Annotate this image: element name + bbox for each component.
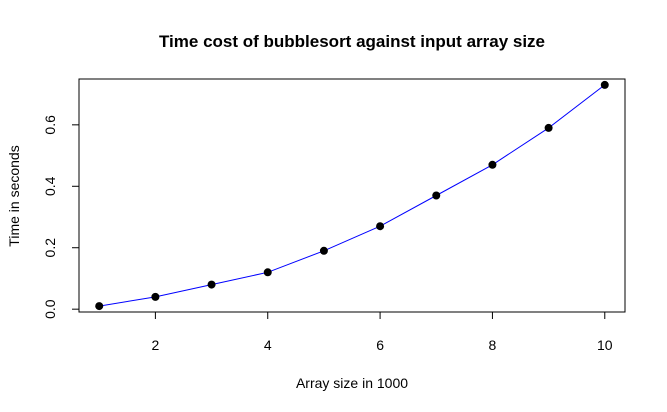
data-point bbox=[544, 123, 553, 132]
series-group bbox=[95, 80, 609, 311]
series-line bbox=[99, 84, 606, 307]
chart-title: Time cost of bubblesort against input ar… bbox=[159, 32, 545, 51]
data-point bbox=[95, 302, 104, 311]
data-point bbox=[207, 280, 216, 289]
data-point bbox=[488, 160, 497, 169]
x-tick-label: 2 bbox=[151, 337, 159, 353]
y-axis: 0.0 0.2 0.4 0.6 bbox=[42, 115, 80, 319]
data-point bbox=[376, 222, 385, 231]
data-point bbox=[432, 191, 441, 200]
x-tick-label: 10 bbox=[597, 337, 613, 353]
data-point bbox=[600, 80, 609, 89]
y-axis-label: Time in seconds bbox=[6, 145, 22, 246]
x-tick-label: 4 bbox=[264, 337, 272, 353]
y-tick-label: 0.2 bbox=[42, 238, 58, 258]
y-tick-label: 0.4 bbox=[42, 176, 58, 196]
x-tick-label: 8 bbox=[489, 337, 497, 353]
x-axis-label: Array size in 1000 bbox=[296, 375, 408, 391]
x-tick-label: 6 bbox=[376, 337, 384, 353]
y-tick-label: 0.6 bbox=[42, 115, 58, 135]
x-axis: 2 4 6 8 10 bbox=[151, 311, 613, 353]
data-point bbox=[319, 246, 328, 255]
data-point bbox=[263, 268, 272, 277]
plot-frame bbox=[78, 78, 626, 313]
y-tick-label: 0.0 bbox=[42, 299, 58, 319]
data-point bbox=[151, 292, 160, 301]
